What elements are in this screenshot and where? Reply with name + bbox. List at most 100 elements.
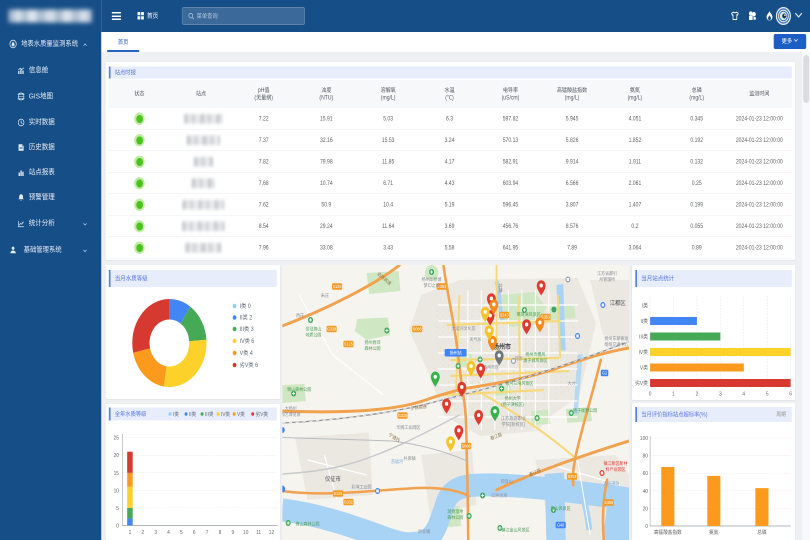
svg-text:9: 9 xyxy=(232,530,235,536)
svg-text:仪征捺山: 仪征捺山 xyxy=(305,326,321,331)
svg-text:10: 10 xyxy=(114,488,119,494)
svg-text:何园: 何园 xyxy=(514,356,523,361)
svg-text:大运河文化区: 大运河文化区 xyxy=(452,326,477,331)
svg-text:V类: V类 xyxy=(237,411,245,419)
svg-text:大扬州: 大扬州 xyxy=(285,406,297,411)
svg-text:天气乐: 天气乐 xyxy=(469,337,482,342)
svg-text:江苏省都引: 江苏省都引 xyxy=(597,271,617,276)
svg-text:0: 0 xyxy=(116,523,119,529)
svg-text:III类: III类 xyxy=(639,333,648,341)
svg-text:7: 7 xyxy=(206,530,209,536)
svg-text:扬州西郊: 扬州西郊 xyxy=(365,340,382,345)
svg-text:G40: G40 xyxy=(557,522,565,527)
svg-text:S086: S086 xyxy=(462,443,471,448)
svg-text:西庄: 西庄 xyxy=(296,313,305,318)
svg-text:S243: S243 xyxy=(500,312,509,317)
svg-text:运河三湾风景区: 运河三湾风景区 xyxy=(505,381,533,386)
svg-text:世业镇: 世业镇 xyxy=(418,529,431,534)
svg-text:60: 60 xyxy=(643,471,648,477)
svg-text:氨氮: 氨氮 xyxy=(709,529,718,537)
svg-text:地质公园: 地质公园 xyxy=(305,332,322,337)
svg-text:3: 3 xyxy=(154,530,157,536)
svg-text:2: 2 xyxy=(141,530,144,536)
svg-text:S356: S356 xyxy=(604,500,613,505)
svg-text:劣V类: 劣V类 xyxy=(635,380,649,388)
svg-text:高锰酸盐指数: 高锰酸盐指数 xyxy=(654,529,682,537)
svg-text:总磷: 总磷 xyxy=(757,529,766,537)
svg-text:5: 5 xyxy=(116,506,119,512)
svg-text:劣V类: 劣V类 xyxy=(256,411,268,419)
svg-text:沪陕高速: 沪陕高速 xyxy=(411,403,428,411)
svg-text:S352: S352 xyxy=(568,474,577,479)
svg-text:焦山风景区: 焦山风景区 xyxy=(551,506,572,511)
svg-text:扬州大学: 扬州大学 xyxy=(505,396,522,401)
svg-text:园艺博览会: 园艺博览会 xyxy=(282,412,301,417)
svg-text:12: 12 xyxy=(269,530,274,536)
svg-text:80: 80 xyxy=(643,453,648,459)
svg-text:6: 6 xyxy=(193,530,196,536)
svg-text:10: 10 xyxy=(243,530,248,536)
svg-text:S332: S332 xyxy=(344,499,353,504)
svg-text:大才: 大才 xyxy=(568,381,577,386)
svg-text:20: 20 xyxy=(114,453,119,459)
svg-text:I类: I类 xyxy=(173,411,179,419)
svg-text:20: 20 xyxy=(643,506,648,512)
svg-text:11: 11 xyxy=(256,530,261,536)
svg-text:启扬高速: 启扬高速 xyxy=(376,271,392,287)
svg-text:40: 40 xyxy=(643,488,648,494)
svg-text:III类 3: III类 3 xyxy=(240,326,254,334)
svg-text:镇江新区新材: 镇江新区新材 xyxy=(604,461,629,466)
svg-text:1: 1 xyxy=(672,391,675,397)
svg-text:II类: II类 xyxy=(640,318,648,326)
svg-text:I类: I类 xyxy=(642,302,649,310)
svg-text:江苏旅游职业: 江苏旅游职业 xyxy=(501,416,527,421)
svg-text:S125: S125 xyxy=(333,491,342,496)
svg-text:劣V类 6: 劣V类 6 xyxy=(240,362,258,370)
svg-text:G2: G2 xyxy=(602,370,608,375)
svg-text:4: 4 xyxy=(167,530,170,536)
svg-text:100: 100 xyxy=(640,436,648,442)
svg-text:S125: S125 xyxy=(344,341,353,346)
svg-text:宁通线: 宁通线 xyxy=(388,432,401,444)
svg-text:春江路: 春江路 xyxy=(490,431,503,441)
svg-text:扬州站: 扬州站 xyxy=(450,350,463,355)
svg-text:S353: S353 xyxy=(437,284,446,289)
svg-text:15: 15 xyxy=(114,470,119,476)
svg-text:V类 4: V类 4 xyxy=(240,350,254,358)
svg-text:朴席镇: 朴席镇 xyxy=(404,456,417,461)
svg-text:北路: 北路 xyxy=(498,283,503,293)
svg-text:0: 0 xyxy=(649,391,652,397)
svg-text:彩湾工业园: 彩湾工业园 xyxy=(352,484,373,489)
svg-text:扬子尾野公园: 扬子尾野公园 xyxy=(573,408,598,413)
svg-text:青山森林公园: 青山森林公园 xyxy=(296,521,321,526)
svg-text:州管理所: 州管理所 xyxy=(599,277,616,282)
svg-text:润扬湿地: 润扬湿地 xyxy=(447,509,464,514)
svg-text:华腾工业园区: 华腾工业园区 xyxy=(396,425,421,430)
svg-text:扬州华侨城: 扬州华侨城 xyxy=(422,277,443,282)
svg-text:扬州市傻风: 扬州市傻风 xyxy=(525,352,546,357)
svg-text:吉运河: 吉运河 xyxy=(391,459,404,464)
svg-text:8: 8 xyxy=(219,530,222,536)
svg-text:IV类: IV类 xyxy=(221,411,230,419)
svg-text:森林公园: 森林公园 xyxy=(447,515,464,520)
svg-text:扬州市: 扬州市 xyxy=(493,343,511,352)
svg-text:0: 0 xyxy=(645,524,648,530)
svg-text:G328: G328 xyxy=(327,326,337,331)
svg-text:III类: III类 xyxy=(205,411,213,419)
svg-text:(扬子津校区): (扬子津校区) xyxy=(501,402,524,407)
svg-text:料产业园区: 料产业园区 xyxy=(606,467,627,472)
svg-text:II类: II类 xyxy=(189,411,196,419)
svg-text:森林公园: 森林公园 xyxy=(365,346,382,351)
svg-text:铜山森林公园: 铜山森林公园 xyxy=(287,387,312,392)
svg-text:人民闸站: 人民闸站 xyxy=(603,481,620,486)
svg-text:V类: V类 xyxy=(640,364,649,372)
svg-text:4: 4 xyxy=(742,391,745,397)
svg-text:扬州东部客运: 扬州东部客运 xyxy=(604,336,629,341)
svg-text:扬州市区: 扬州市区 xyxy=(483,365,500,370)
svg-text:朱庄: 朱庄 xyxy=(321,293,330,298)
svg-text:25: 25 xyxy=(114,435,119,441)
svg-text:唐子城风景区: 唐子城风景区 xyxy=(523,358,548,363)
svg-text:G328: G328 xyxy=(398,413,408,418)
svg-text:梦幻之城: 梦幻之城 xyxy=(424,283,441,288)
svg-text:江都区: 江都区 xyxy=(610,300,626,308)
